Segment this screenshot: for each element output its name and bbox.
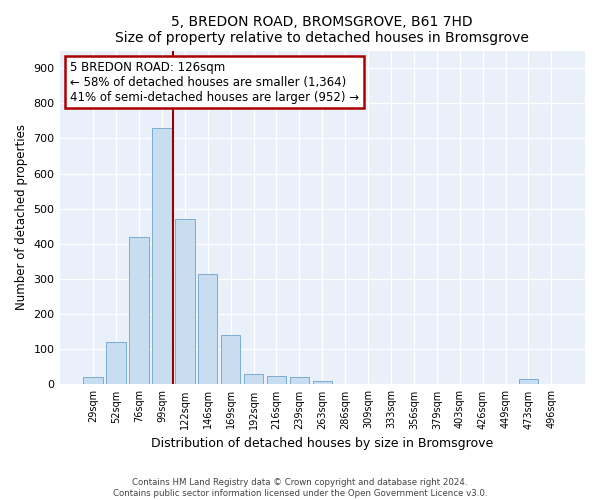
Bar — [519, 379, 538, 384]
Bar — [267, 376, 286, 384]
Bar — [129, 237, 149, 384]
Bar — [313, 381, 332, 384]
Title: 5, BREDON ROAD, BROMSGROVE, B61 7HD
Size of property relative to detached houses: 5, BREDON ROAD, BROMSGROVE, B61 7HD Size… — [115, 15, 529, 45]
Bar — [152, 128, 172, 384]
Y-axis label: Number of detached properties: Number of detached properties — [15, 124, 28, 310]
Bar — [221, 335, 241, 384]
Bar — [83, 378, 103, 384]
Bar — [244, 374, 263, 384]
X-axis label: Distribution of detached houses by size in Bromsgrove: Distribution of detached houses by size … — [151, 437, 493, 450]
Text: 5 BREDON ROAD: 126sqm
← 58% of detached houses are smaller (1,364)
41% of semi-d: 5 BREDON ROAD: 126sqm ← 58% of detached … — [70, 60, 359, 104]
Text: Contains HM Land Registry data © Crown copyright and database right 2024.
Contai: Contains HM Land Registry data © Crown c… — [113, 478, 487, 498]
Bar — [198, 274, 217, 384]
Bar — [106, 342, 126, 384]
Bar — [175, 219, 194, 384]
Bar — [290, 378, 309, 384]
